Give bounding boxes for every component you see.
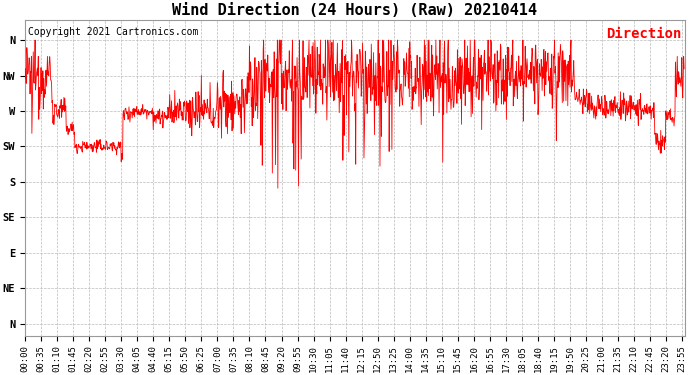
Text: Copyright 2021 Cartronics.com: Copyright 2021 Cartronics.com [28,27,199,37]
Title: Wind Direction (24 Hours) (Raw) 20210414: Wind Direction (24 Hours) (Raw) 20210414 [172,3,538,18]
Text: Direction: Direction [606,27,681,40]
